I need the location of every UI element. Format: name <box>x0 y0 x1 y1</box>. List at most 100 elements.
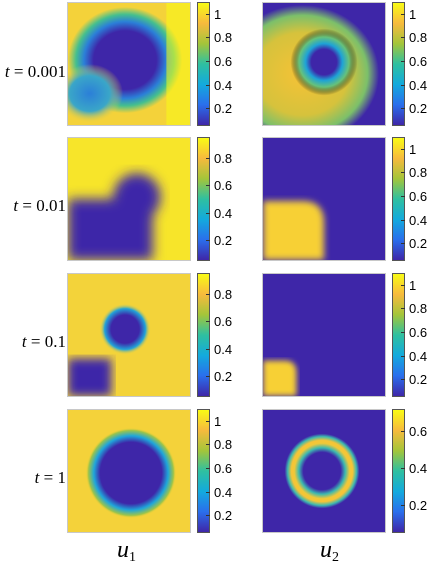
time-label-row-1: t = 0.001 <box>0 62 66 82</box>
colorbar-tick-mark <box>401 505 405 506</box>
colorbar-tick-mark <box>206 185 210 186</box>
colorbar-tick-label: 0.2 <box>214 233 233 248</box>
colorbar-tick-mark <box>401 14 405 15</box>
colorbar-tick-mark <box>206 240 210 241</box>
colorbar-tick-mark <box>206 61 210 62</box>
colorbar-tick-mark <box>401 332 405 333</box>
column-label-2: u2 <box>320 537 339 571</box>
colorbar-u2-row-2 <box>392 137 405 261</box>
column-variable: u <box>320 537 332 563</box>
colorbar-tick-label: 0.6 <box>409 325 427 340</box>
colorbar-u1-row-3 <box>197 273 210 397</box>
column-variable: u <box>117 537 129 563</box>
heatmap-u2-row-3 <box>262 273 386 397</box>
colorbar-tick-mark <box>206 158 210 159</box>
colorbar-tick-mark <box>401 379 405 380</box>
colorbar-u1-row-2 <box>197 137 210 261</box>
colorbar-tick-mark <box>401 37 405 38</box>
colorbar-tick-label: 0.2 <box>409 236 427 251</box>
time-value: = 0.01 <box>18 196 66 215</box>
time-symbol: t <box>21 332 27 351</box>
colorbar-tick-mark <box>206 108 210 109</box>
colorbar-tick-mark <box>206 349 210 350</box>
colorbar-tick-label: 0.4 <box>409 349 427 364</box>
heatmap-u1-row-3 <box>67 273 191 397</box>
colorbar-tick-label: 0.6 <box>409 189 427 204</box>
colorbar-tick-label: 0.8 <box>214 437 233 452</box>
colorbar-tick-mark <box>206 492 210 493</box>
colorbar-u1-row-1 <box>197 2 210 126</box>
colorbar-tick-mark <box>401 172 405 173</box>
colorbar-tick-mark <box>206 376 210 377</box>
colorbar-tick-label: 0.6 <box>214 314 233 329</box>
colorbar-tick-mark <box>401 149 405 150</box>
colorbar-tick-mark <box>401 85 405 86</box>
colorbar-tick-label: 1 <box>409 142 417 157</box>
colorbar-tick-label: 1 <box>409 278 417 293</box>
colorbar-tick-label: 0.8 <box>409 301 427 316</box>
column-subscript: 2 <box>332 550 339 565</box>
colorbar-tick-label: 0.6 <box>409 424 427 439</box>
colorbar-u2-row-3 <box>392 273 405 397</box>
time-value: = 1 <box>39 468 66 487</box>
colorbar-tick-label: 0.6 <box>214 54 233 69</box>
colorbar-tick-mark <box>206 14 210 15</box>
colorbar-tick-mark <box>401 285 405 286</box>
colorbar-tick-label: 0.2 <box>409 372 427 387</box>
time-label-row-2: t = 0.01 <box>0 196 66 216</box>
colorbar-tick-label: 0.4 <box>214 485 233 500</box>
colorbar-tick-label: 0.4 <box>409 78 427 93</box>
colorbar-tick-mark <box>401 243 405 244</box>
heatmap-u2-row-1 <box>262 2 386 126</box>
colorbar-tick-label: 0.4 <box>409 213 427 228</box>
colorbar-tick-label: 0.2 <box>214 369 233 384</box>
colorbar-u2-row-1 <box>392 2 405 126</box>
colorbar-tick-mark <box>401 196 405 197</box>
colorbar-tick-mark <box>206 213 210 214</box>
colorbar-tick-label: 0.2 <box>214 508 233 523</box>
heatmap-u2-row-4 <box>262 409 386 533</box>
colorbar-u1-row-4 <box>197 409 210 533</box>
colorbar-tick-mark <box>401 220 405 221</box>
time-label-row-4: t = 1 <box>0 468 66 488</box>
colorbar-tick-label: 1 <box>409 7 417 22</box>
colorbar-tick-label: 0.8 <box>214 151 233 166</box>
column-label-1: u1 <box>117 537 136 571</box>
colorbar-tick-mark <box>206 421 210 422</box>
colorbar-tick-mark <box>206 515 210 516</box>
heatmap-u1-row-2 <box>67 137 191 261</box>
colorbar-tick-label: 0.2 <box>214 101 233 116</box>
colorbar-tick-mark <box>206 294 210 295</box>
heatmap-u1-row-4 <box>67 409 191 533</box>
colorbar-tick-mark <box>401 61 405 62</box>
time-symbol: t <box>4 62 10 81</box>
colorbar-tick-label: 0.6 <box>409 54 427 69</box>
colorbar-tick-label: 0.4 <box>409 461 427 476</box>
colorbar-tick-mark <box>401 356 405 357</box>
colorbar-tick-mark <box>206 85 210 86</box>
colorbar-tick-label: 1 <box>214 414 222 429</box>
column-subscript: 1 <box>129 550 136 565</box>
time-value: = 0.1 <box>26 332 66 351</box>
time-label-row-3: t = 0.1 <box>0 332 66 352</box>
colorbar-tick-label: 0.6 <box>214 461 233 476</box>
colorbar-tick-label: 0.4 <box>214 78 233 93</box>
colorbar-tick-label: 0.8 <box>214 30 233 45</box>
colorbar-tick-label: 0.4 <box>214 206 233 221</box>
colorbar-tick-mark <box>206 37 210 38</box>
colorbar-tick-label: 0.2 <box>409 101 427 116</box>
time-value: = 0.001 <box>9 62 66 81</box>
colorbar-tick-mark <box>401 108 405 109</box>
time-symbol: t <box>34 468 40 487</box>
colorbar-tick-label: 0.8 <box>409 30 427 45</box>
colorbar-tick-label: 0.4 <box>214 342 233 357</box>
colorbar-tick-label: 0.8 <box>214 287 233 302</box>
heatmap-u1-row-1 <box>67 2 191 126</box>
colorbar-u2-row-4 <box>392 409 405 533</box>
colorbar-tick-mark <box>401 468 405 469</box>
colorbar-tick-label: 0.6 <box>214 178 233 193</box>
colorbar-tick-label: 0.2 <box>409 498 427 513</box>
colorbar-tick-mark <box>401 431 405 432</box>
time-symbol: t <box>13 196 19 215</box>
colorbar-tick-mark <box>206 321 210 322</box>
